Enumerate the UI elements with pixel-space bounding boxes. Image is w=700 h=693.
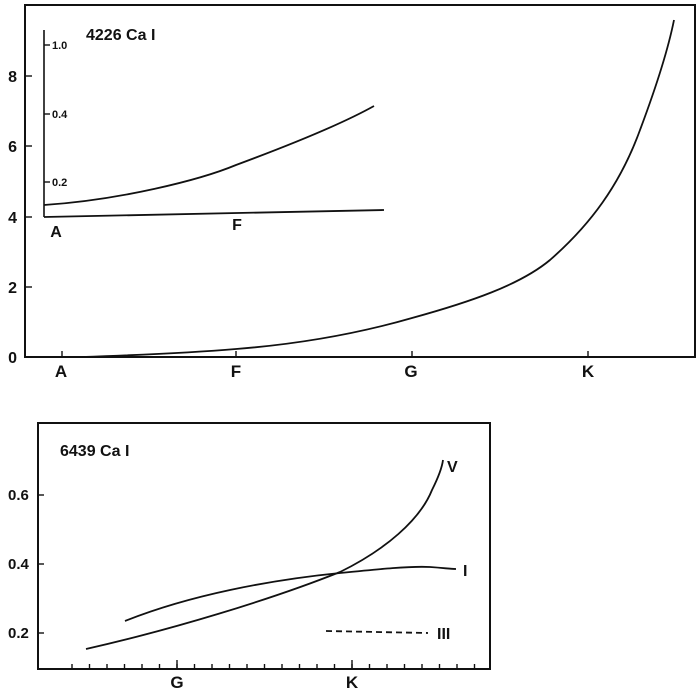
inset-chart: 1.0 0.4 0.2 4226 Ca I A F xyxy=(43,27,385,241)
x-tick-label: A xyxy=(55,362,67,381)
inset-series-line xyxy=(43,105,375,206)
inset-x-tick-label: F xyxy=(232,217,242,234)
y-tick-label: 0 xyxy=(8,350,17,367)
x-tick-label: G xyxy=(170,673,183,692)
y-tick-label: 2 xyxy=(8,280,17,297)
x-tick-label: K xyxy=(582,362,595,381)
y-tick-label: 0.2 xyxy=(8,625,29,642)
y-tick-label: 0.4 xyxy=(8,556,30,573)
chart-6439: 0.6 0.4 0.2 G K 6439 Ca I V I III xyxy=(8,422,491,692)
x-axis: G K xyxy=(170,660,359,692)
series-line-i xyxy=(124,565,457,622)
chart-title: 6439 Ca I xyxy=(60,443,129,460)
series-label-v: V xyxy=(447,459,458,476)
chart-4226: 0 2 4 6 8 A F G K 1.0 0.4 0.2 xyxy=(8,4,696,381)
y-tick-label: 8 xyxy=(8,69,17,86)
inset-y-tick-label: 1.0 xyxy=(52,40,67,52)
series-line-iii xyxy=(325,630,429,634)
series-line-v xyxy=(85,459,444,650)
y-axis: 0.6 0.4 0.2 xyxy=(8,487,44,642)
series-line xyxy=(81,19,675,358)
y-tick-label: 6 xyxy=(8,139,17,156)
inset-y-tick-label: 0.2 xyxy=(52,177,67,189)
series-label-i: I xyxy=(463,563,467,580)
plot-frame xyxy=(24,4,696,358)
inset-series-baseline xyxy=(43,209,385,218)
x-tick-label: G xyxy=(404,362,417,381)
x-axis: A F G K xyxy=(55,351,595,381)
x-tick-label: F xyxy=(231,362,241,381)
inset-y-tick-label: 0.4 xyxy=(52,109,68,121)
x-minor-ticks xyxy=(71,664,476,669)
x-tick-label: K xyxy=(346,673,359,692)
chart-title: 4226 Ca I xyxy=(86,27,155,44)
y-axis: 0 2 4 6 8 xyxy=(8,69,32,367)
series-label-iii: III xyxy=(437,626,450,643)
y-tick-label: 4 xyxy=(8,210,17,227)
y-tick-label: 0.6 xyxy=(8,487,29,504)
inset-x-tick-label: A xyxy=(50,224,62,241)
